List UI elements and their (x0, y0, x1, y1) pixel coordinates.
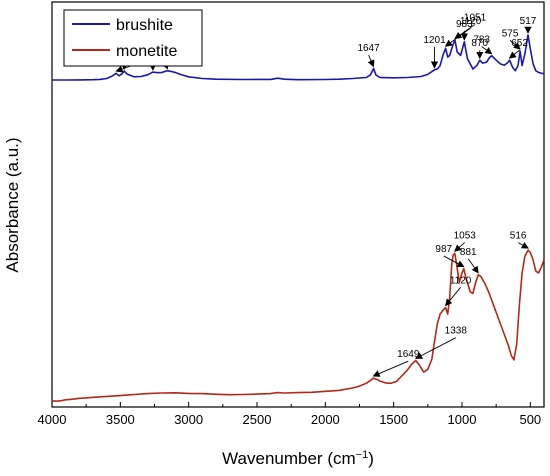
x-tick-label-2500: 2500 (243, 412, 272, 427)
y-axis-title: Absorbance (a.u.) (3, 137, 22, 272)
annotation-arrow-18 (443, 255, 465, 268)
annotation-arrow-4 (367, 54, 375, 68)
series-line-brushite (52, 34, 545, 81)
annotation-arrow-20 (517, 241, 529, 249)
x-tick-label-4000: 4000 (38, 412, 67, 427)
annotation-arrow-11 (508, 49, 520, 59)
annotation-label-1120: 1120 (460, 16, 482, 27)
annotation-label-783: 783 (473, 35, 490, 46)
annotation-arrow-15 (415, 337, 457, 359)
legend-label-brushite: brushite (116, 17, 173, 34)
legend-box (63, 9, 203, 67)
x-tick-label-500: 500 (519, 412, 541, 427)
legend: brushite monetite (63, 9, 203, 67)
annotation-label-870: 870 (471, 38, 488, 49)
annotation-label-1201: 1201 (423, 35, 446, 46)
annotation-label-1053: 1053 (454, 230, 477, 241)
annotation-label-1120: 1120 (450, 275, 472, 286)
x-tick-label-3000: 3000 (174, 412, 203, 427)
annotation-label-1338: 1338 (445, 326, 468, 337)
annotation-arrow-14 (372, 360, 409, 377)
plot-frame (51, 1, 545, 408)
annotation-label-983: 983 (456, 19, 473, 30)
annotation-arrow-7 (454, 24, 476, 39)
x-tick-label-1000: 1000 (448, 412, 477, 427)
x-ticks: 4000 3500 3000 2500 2000 1500 1000 500 (38, 402, 541, 427)
x-axis-title-superscript: −1 (356, 449, 369, 461)
annotation-label-517: 517 (520, 16, 537, 27)
x-tick-label-1500: 1500 (379, 412, 408, 427)
annotation-arrow-17 (454, 242, 466, 252)
annotation-label-1649: 1649 (397, 349, 420, 360)
x-axis-title: Wavenumber (cm−1) (222, 449, 374, 468)
annotation-label-575: 575 (502, 28, 519, 39)
annotation-label-1051: 1051 (464, 12, 487, 23)
annotation-arrow-6 (444, 27, 471, 47)
x-tick-label-3500: 3500 (106, 412, 135, 427)
annotation-arrow-10 (481, 46, 493, 55)
annotation-label-516: 516 (510, 231, 527, 242)
annotation-arrow-19 (467, 258, 479, 274)
annotation-arrow-16 (445, 287, 461, 307)
annotation-arrow-12 (509, 39, 521, 50)
series-line-monetite (52, 249, 545, 402)
annotation-layer: 3530347232623154164712011120105198387078… (113, 12, 537, 377)
series-layer (52, 34, 545, 402)
annotation-label-1647: 1647 (357, 43, 380, 54)
x-tick-label-2000: 2000 (311, 412, 340, 427)
annotation-label-881: 881 (460, 247, 477, 258)
legend-label-monetite: monetite (116, 43, 177, 60)
annotation-label-987: 987 (435, 244, 452, 255)
